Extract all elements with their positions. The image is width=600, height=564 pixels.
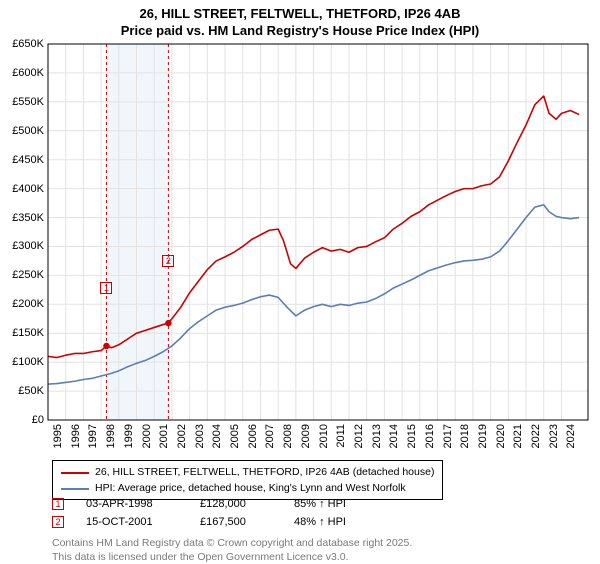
- legend-swatch: [61, 488, 89, 490]
- xtick-label: 1995: [52, 424, 64, 460]
- xtick-label: 1998: [105, 424, 117, 460]
- xtick-label: 2013: [371, 424, 383, 460]
- ytick-label: £450K: [2, 154, 44, 166]
- xtick-label: 2006: [247, 424, 259, 460]
- ytick-label: £250K: [2, 269, 44, 281]
- ytick-label: £400K: [2, 183, 44, 195]
- xtick-label: 2022: [530, 424, 542, 460]
- ytick-label: £550K: [2, 96, 44, 108]
- legend-row: 26, HILL STREET, FELTWELL, THETFORD, IP2…: [61, 465, 434, 481]
- xtick-label: 2017: [442, 424, 454, 460]
- legend-row: HPI: Average price, detached house, King…: [61, 481, 434, 497]
- legend-swatch: [61, 472, 89, 474]
- ytick-label: £350K: [2, 212, 44, 224]
- sale-pct: 48% ↑ HPI: [294, 516, 346, 528]
- xtick-label: 2021: [512, 424, 524, 460]
- xtick-label: 2016: [424, 424, 436, 460]
- xtick-label: 2019: [477, 424, 489, 460]
- xtick-label: 2002: [176, 424, 188, 460]
- xtick-label: 2012: [353, 424, 365, 460]
- xtick-label: 2011: [335, 424, 347, 460]
- ytick-label: £200K: [2, 298, 44, 310]
- legend-label: 26, HILL STREET, FELTWELL, THETFORD, IP2…: [95, 465, 434, 481]
- ytick-label: £600K: [2, 67, 44, 79]
- xtick-label: 2015: [406, 424, 418, 460]
- footnote-line-2: This data is licensed under the Open Gov…: [52, 550, 412, 564]
- sale-price: £128,000: [200, 498, 288, 510]
- xtick-label: 2003: [194, 424, 206, 460]
- xtick-label: 2018: [459, 424, 471, 460]
- sale-row: 2 15-OCT-2001 £167,500 48% ↑ HPI: [52, 516, 346, 528]
- sale-marker: 2: [162, 255, 174, 267]
- sale-pct: 85% ↑ HPI: [294, 498, 346, 510]
- xtick-label: 2010: [318, 424, 330, 460]
- sale-marker-ref: 2: [52, 516, 64, 528]
- sale-row: 1 03-APR-1998 £128,000 85% ↑ HPI: [52, 498, 346, 510]
- sale-marker: 1: [100, 282, 112, 294]
- xtick-label: 2001: [158, 424, 170, 460]
- ytick-label: £500K: [2, 125, 44, 137]
- ytick-label: £300K: [2, 240, 44, 252]
- legend-label: HPI: Average price, detached house, King…: [95, 481, 406, 497]
- xtick-label: 2009: [300, 424, 312, 460]
- sale-date: 03-APR-1998: [86, 498, 194, 510]
- xtick-label: 2004: [211, 424, 223, 460]
- xtick-label: 2007: [264, 424, 276, 460]
- ytick-label: £50K: [2, 385, 44, 397]
- sale-date: 15-OCT-2001: [86, 516, 194, 528]
- chart-container: 26, HILL STREET, FELTWELL, THETFORD, IP2…: [0, 0, 600, 560]
- legend-box: 26, HILL STREET, FELTWELL, THETFORD, IP2…: [52, 460, 443, 500]
- xtick-label: 2014: [388, 424, 400, 460]
- ytick-label: £100K: [2, 356, 44, 368]
- sale-price: £167,500: [200, 516, 288, 528]
- sale-marker-ref: 1: [52, 498, 64, 510]
- xtick-label: 1999: [123, 424, 135, 460]
- xtick-label: 1996: [70, 424, 82, 460]
- xtick-label: 2024: [565, 424, 577, 460]
- xtick-label: 2008: [282, 424, 294, 460]
- footnote-line-1: Contains HM Land Registry data © Crown c…: [52, 536, 412, 550]
- xtick-label: 2023: [548, 424, 560, 460]
- xtick-label: 1997: [87, 424, 99, 460]
- xtick-label: 2005: [229, 424, 241, 460]
- xtick-label: 2020: [495, 424, 507, 460]
- ytick-label: £150K: [2, 327, 44, 339]
- ytick-label: £0: [2, 414, 44, 426]
- xtick-label: 2000: [141, 424, 153, 460]
- ytick-label: £650K: [2, 38, 44, 50]
